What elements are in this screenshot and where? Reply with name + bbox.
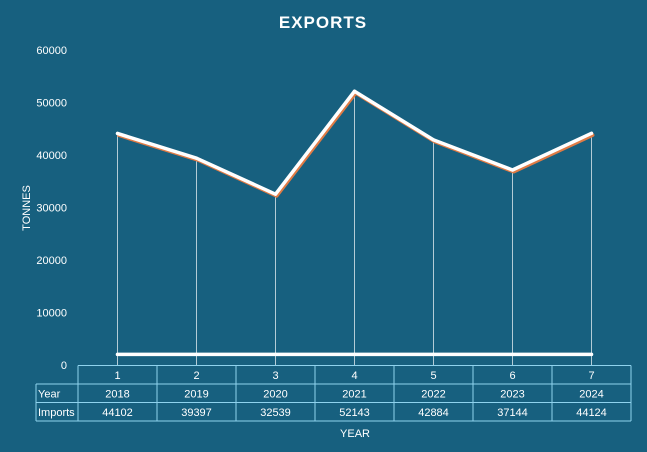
data-label: 32539 (260, 407, 291, 419)
y-tick-label: 50000 (36, 98, 67, 110)
y-tick-label: 40000 (36, 150, 67, 162)
data-point-imports (589, 131, 594, 135)
data-point-year (431, 352, 436, 356)
data-label: 2021 (342, 388, 366, 400)
x-tick-label: 6 (509, 370, 515, 382)
drop-lines (117, 91, 592, 365)
table-row-label: Imports (38, 407, 75, 419)
data-label: 2024 (579, 388, 603, 400)
data-point-year (352, 352, 357, 356)
x-tick-label: 1 (114, 370, 120, 382)
data-point-year (273, 352, 278, 356)
table-row-label: Year (38, 388, 61, 400)
data-point-imports (273, 192, 278, 196)
data-label: 44124 (576, 407, 607, 419)
data-point-year (194, 352, 199, 357)
data-label: 37144 (497, 407, 528, 419)
data-point-imports (115, 131, 120, 136)
data-point-imports (510, 168, 515, 172)
data-point-year (510, 352, 515, 356)
data-point-year (115, 352, 120, 357)
x-tick-label: 5 (430, 370, 436, 382)
data-point-imports (194, 156, 199, 160)
data-label: 42884 (418, 407, 449, 419)
data-label: 39397 (181, 407, 212, 419)
y-tick-label: 0 (61, 360, 67, 372)
y-tick-label: 60000 (36, 45, 67, 57)
y-tick-label: 10000 (36, 308, 67, 320)
x-tick-label: 7 (588, 370, 594, 382)
y-axis-title: TONNES (21, 185, 33, 231)
x-tick-label: 2 (193, 370, 199, 382)
chart-title: EXPORTS (279, 13, 367, 32)
y-tick-label: 20000 (36, 255, 67, 267)
y-tick-label: 30000 (36, 203, 67, 215)
data-label: 2019 (184, 388, 208, 400)
x-tick-label: 4 (351, 370, 357, 382)
x-tick-label: 3 (272, 370, 278, 382)
series-line-imports-shadow (116, 91, 595, 198)
data-point-imports (352, 89, 357, 93)
data-label: 44102 (102, 407, 133, 419)
series-lines (115, 89, 595, 357)
data-label: 52143 (339, 407, 370, 419)
data-label: 2023 (500, 388, 524, 400)
y-axis-ticks: 0 10000 20000 30000 40000 50000 60000 (36, 45, 67, 372)
data-table: 1 2 3 4 5 6 7 Year 2018 2019 2020 2021 2022 2023 2024 I… (35, 365, 632, 422)
x-axis-title: YEAR (340, 428, 370, 440)
data-label: 2020 (263, 388, 287, 400)
data-label: 2022 (421, 388, 445, 400)
data-label: 2018 (105, 388, 129, 400)
data-point-year (589, 352, 594, 356)
data-point-imports (431, 138, 436, 142)
